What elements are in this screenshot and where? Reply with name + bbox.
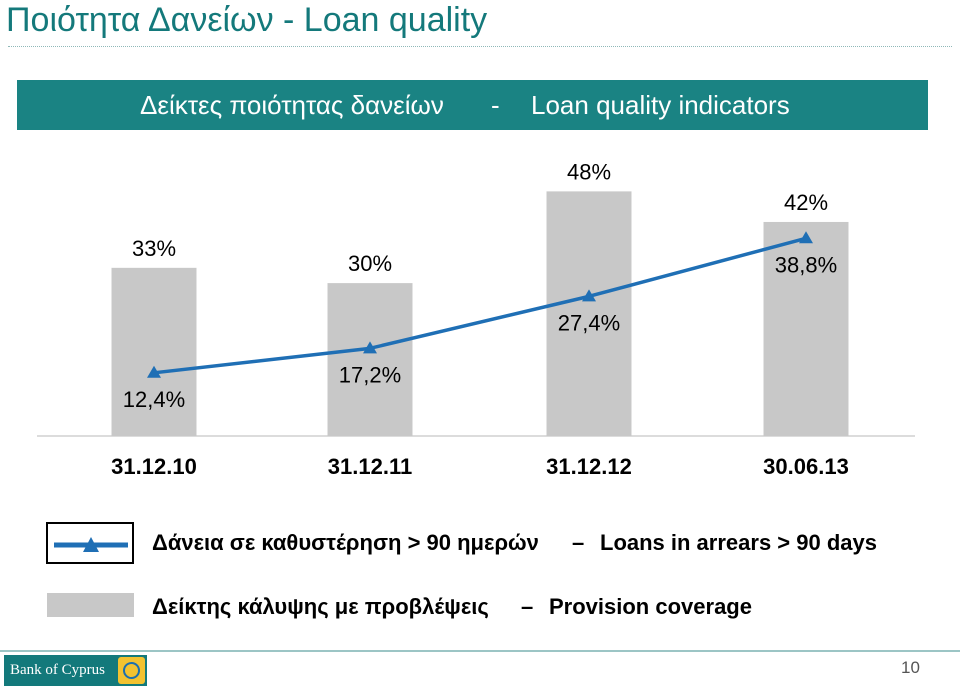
bar-1	[111, 267, 197, 436]
title-divider	[8, 46, 952, 47]
legend-line-swatch	[46, 522, 134, 564]
bar-value-label-2: 30%	[348, 251, 392, 276]
loan-quality-chart: 33% 30% 48% 42% 12,4% 17,2% 27,4% 38,8% 31.12.10…	[37, 159, 915, 479]
line-value-label-1: 12,4%	[123, 387, 185, 412]
arrears-point-2	[363, 341, 377, 354]
logo-text: Bank of Cyprus	[10, 662, 105, 678]
section-banner: Δείκτες ποιότητας δανείων - Loan quality…	[17, 80, 928, 130]
line-value-label-2: 17,2%	[339, 362, 401, 387]
line-value-label-3: 27,4%	[558, 310, 620, 335]
legend-bar-label-gr: Δείκτης κάλυψης με προβλέψεις	[152, 594, 489, 619]
bar-value-label-3: 48%	[567, 159, 611, 184]
bar-value-label-4: 42%	[784, 190, 828, 215]
bar-value-label-1: 33%	[132, 236, 176, 261]
legend-bar-swatch	[47, 593, 134, 617]
x-tick-label-2: 31.12.11	[328, 454, 412, 479]
x-tick-label-1: 31.12.10	[111, 454, 197, 479]
page-number: 10	[901, 658, 920, 677]
x-tick-label-4: 30.06.13	[763, 454, 849, 479]
arrears-point-1	[147, 365, 161, 378]
banner-separator: -	[491, 90, 500, 120]
arrears-point-4	[799, 231, 813, 244]
legend-line-label-en: Loans in arrears > 90 days	[600, 530, 877, 555]
footer-divider	[0, 650, 960, 652]
legend-bar-dash: –	[521, 594, 534, 619]
legend-bar-label-en: Provision coverage	[549, 594, 752, 619]
logo-badge-icon	[118, 657, 145, 684]
bar-4	[763, 221, 849, 436]
bank-logo: Bank of Cyprus	[4, 655, 147, 686]
x-tick-label-3: 31.12.12	[546, 454, 632, 479]
arrears-point-3	[582, 289, 596, 302]
legend-line-label-gr: Δάνεια σε καθυστέρηση > 90 ημερών	[152, 530, 539, 555]
page-title: Ποιότητα Δανείων - Loan quality	[6, 1, 488, 39]
banner-left-text: Δείκτες ποιότητας δανείων	[140, 90, 444, 120]
line-value-label-4: 38,8%	[775, 252, 837, 277]
legend-line-icon	[54, 537, 128, 552]
legend-line-dash: –	[572, 530, 585, 555]
arrears-line	[153, 236, 807, 375]
footer	[0, 650, 960, 691]
bar-3	[546, 191, 632, 436]
bar-2	[327, 283, 413, 436]
banner-right-text: Loan quality indicators	[531, 90, 790, 120]
